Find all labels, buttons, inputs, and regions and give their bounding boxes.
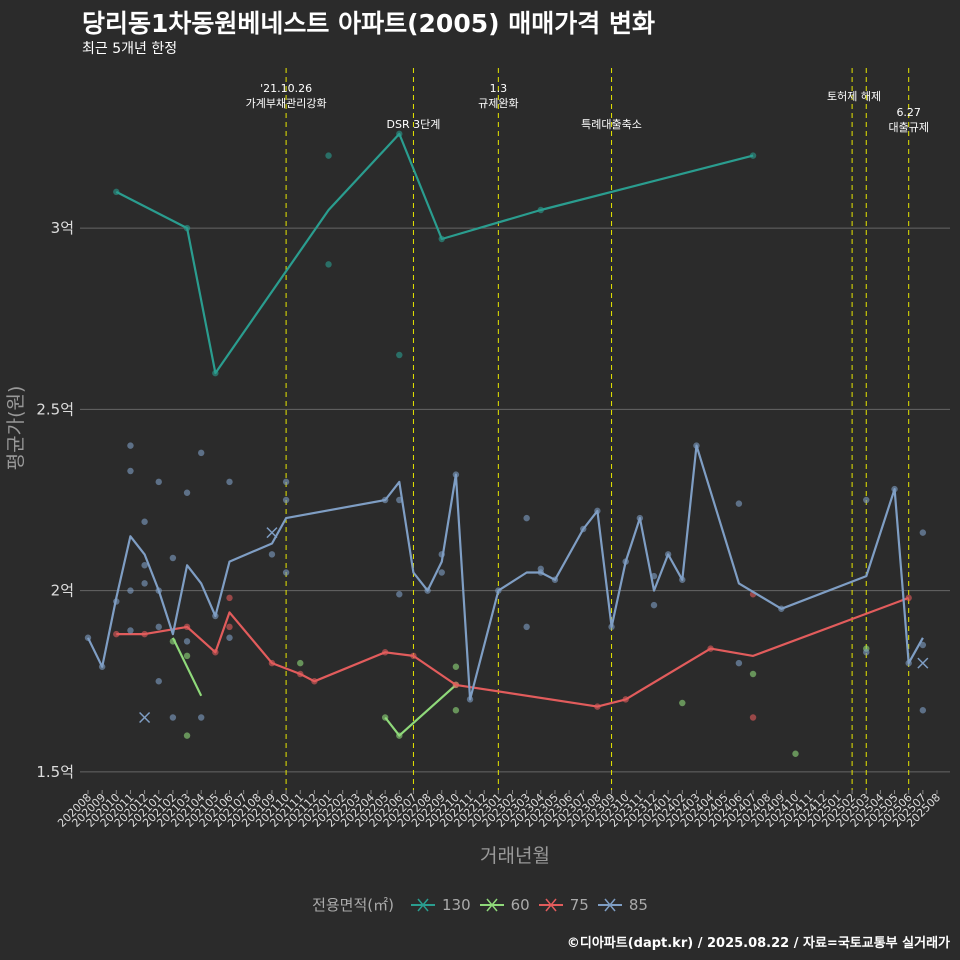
legend-item-60: 60 — [479, 896, 530, 914]
data-point-85 — [155, 478, 162, 486]
data-point-85 — [282, 496, 290, 504]
legend-item-85: 85 — [597, 896, 648, 914]
data-point-85 — [650, 601, 658, 609]
chart-subtitle: 최근 5개년 한정 — [82, 41, 178, 57]
data-point-75 — [749, 714, 757, 721]
data-point-60 — [792, 750, 799, 757]
y-tick-label: 2억 — [51, 582, 74, 600]
data-point-60 — [749, 670, 757, 678]
data-point-85 — [226, 478, 233, 486]
legend-item-75: 75 — [538, 896, 589, 914]
event-label: DSR 3단계 — [387, 118, 441, 131]
legend-label-130: 130 — [441, 895, 471, 914]
data-point-85 — [183, 489, 191, 496]
legend-key-85-icon — [597, 898, 622, 911]
y-tick-label: 3억 — [51, 219, 74, 237]
series-line-60 — [171, 637, 203, 697]
data-point-60 — [297, 659, 304, 667]
legend-key-75-icon — [538, 898, 563, 911]
data-point-85 — [226, 634, 233, 641]
data-point-60 — [183, 732, 191, 739]
event-label: 6.27 대출규제 — [888, 106, 928, 134]
source-caption: ©디아파트(dapt.kr) / 2025.08.22 / 자료=국토교통부 실… — [566, 936, 950, 951]
data-point-85 — [127, 627, 134, 634]
event-label: 1.3 규제완화 — [478, 82, 518, 110]
data-point-85 — [155, 678, 162, 685]
data-point-85 — [523, 514, 530, 522]
legend-item-130: 130 — [410, 896, 471, 914]
data-point-85 — [735, 500, 743, 507]
series-line-60 — [384, 684, 457, 737]
legend-label-60: 60 — [510, 895, 530, 914]
data-point-85 — [282, 478, 290, 486]
data-point-85 — [438, 569, 445, 576]
data-point-85 — [735, 659, 743, 667]
data-point-75 — [226, 594, 233, 602]
data-point-130 — [325, 261, 332, 268]
event-label: 특례대출축소 — [581, 118, 642, 131]
legend-title: 전용면적(㎡) — [312, 896, 394, 914]
cross-marker-85 — [917, 657, 929, 669]
data-point-85 — [863, 649, 870, 656]
series-line-75 — [116, 596, 910, 708]
data-point-85 — [523, 623, 530, 631]
data-point-60 — [183, 652, 191, 660]
data-point-85 — [169, 714, 177, 721]
legend-label-75: 75 — [569, 895, 589, 914]
data-point-85 — [141, 580, 148, 587]
data-point-85 — [183, 638, 191, 645]
data-point-85 — [127, 442, 134, 449]
legend-key-60-icon — [479, 898, 504, 911]
series-60 — [169, 638, 870, 757]
data-point-130 — [325, 152, 332, 159]
data-point-60 — [452, 707, 460, 714]
x-axis-title: 거래년월 — [480, 845, 550, 867]
data-point-85 — [919, 529, 927, 536]
legend: 전용면적(㎡) 130 60 75 85 — [0, 894, 960, 915]
data-point-60 — [452, 663, 460, 670]
data-point-85 — [127, 587, 134, 594]
data-point-85 — [155, 623, 162, 631]
data-point-60 — [679, 699, 686, 707]
data-point-85 — [282, 569, 290, 576]
cross-marker-85 — [139, 711, 151, 724]
data-point-85 — [863, 496, 870, 504]
event-label: 토허제 해제 — [827, 89, 881, 103]
data-point-85 — [268, 551, 276, 558]
data-point-85 — [141, 518, 148, 525]
cross-marker-85 — [266, 527, 278, 539]
data-point-130 — [396, 351, 403, 359]
y-axis-title: 평균가(원) — [5, 386, 27, 471]
event-label: '21.10.26 가계부채관리강화 — [246, 82, 327, 110]
data-point-85 — [169, 554, 177, 562]
data-point-85 — [919, 707, 927, 714]
data-point-85 — [127, 467, 134, 475]
chart-title: 당리동1차동원베네스트 아파트(2005) 매매가격 변화 — [82, 9, 655, 38]
legend-label-85: 85 — [628, 895, 648, 914]
data-point-85 — [198, 714, 205, 721]
y-tick-label: 2.5억 — [36, 400, 74, 418]
series-85 — [84, 442, 927, 721]
data-point-85 — [198, 449, 205, 457]
series-75 — [113, 591, 912, 721]
legend-key-130-icon — [410, 898, 435, 911]
data-point-85 — [919, 641, 927, 649]
data-point-85 — [141, 562, 148, 569]
series-line-130 — [115, 132, 754, 375]
series-line-85 — [87, 444, 924, 701]
data-point-75 — [226, 623, 233, 631]
y-tick-label: 1.5억 — [36, 763, 74, 781]
data-point-85 — [396, 591, 403, 598]
